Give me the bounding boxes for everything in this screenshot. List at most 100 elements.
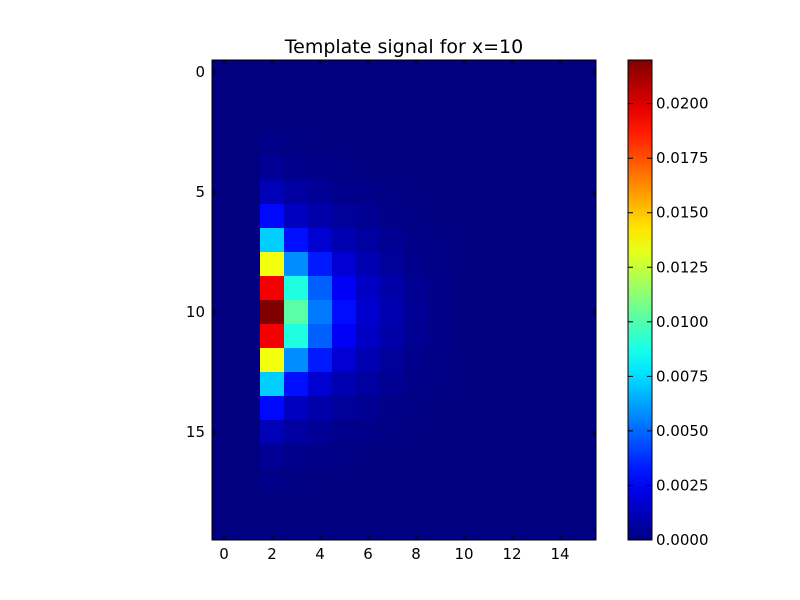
y-tick-label: 0: [195, 63, 205, 81]
heatmap-cell: [308, 300, 333, 325]
heatmap-cell: [476, 444, 501, 469]
heatmap-cell: [548, 132, 573, 157]
heatmap-cell: [212, 252, 237, 277]
heatmap-cell: [284, 276, 309, 301]
heatmap-cell: [452, 276, 477, 301]
heatmap-cell: [452, 300, 477, 325]
heatmap-cell: [260, 204, 285, 229]
heatmap-cell: [332, 132, 357, 157]
heatmap-cell: [548, 420, 573, 445]
heatmap-cell: [284, 60, 309, 85]
heatmap-cell: [284, 396, 309, 421]
heatmap-cell: [380, 108, 405, 133]
heatmap-cell: [212, 324, 237, 349]
heatmap-cell: [476, 276, 501, 301]
heatmap-cell: [572, 516, 597, 541]
heatmap-cell: [548, 276, 573, 301]
heatmap-cell: [524, 420, 549, 445]
heatmap-cells: [212, 60, 597, 541]
heatmap-cell: [500, 180, 525, 205]
heatmap-cell: [404, 468, 429, 493]
heatmap-cell: [476, 348, 501, 373]
heatmap-cell: [524, 276, 549, 301]
heatmap-cell: [212, 228, 237, 253]
colorbar-tick-label: 0.0100: [656, 313, 709, 331]
heatmap-cell: [572, 444, 597, 469]
heatmap-cell: [428, 492, 453, 517]
heatmap-cell: [356, 228, 381, 253]
heatmap-cell: [452, 444, 477, 469]
heatmap-cell: [428, 324, 453, 349]
heatmap-cell: [524, 492, 549, 517]
heatmap-cell: [356, 396, 381, 421]
heatmap-cell: [380, 204, 405, 229]
heatmap-cell: [524, 252, 549, 277]
heatmap-cell: [404, 108, 429, 133]
x-tick-label: 14: [550, 545, 569, 563]
heatmap-cell: [524, 396, 549, 421]
heatmap-cell: [476, 228, 501, 253]
heatmap-cell: [380, 444, 405, 469]
heatmap-cell: [452, 396, 477, 421]
heatmap-cell: [356, 252, 381, 277]
heatmap-cell: [404, 396, 429, 421]
heatmap-cell: [332, 276, 357, 301]
heatmap-cell: [212, 156, 237, 181]
heatmap-cell: [380, 468, 405, 493]
heatmap-cell: [548, 324, 573, 349]
heatmap-cell: [260, 348, 285, 373]
heatmap-cell: [500, 300, 525, 325]
heatmap-cell: [308, 84, 333, 109]
heatmap-cell: [308, 276, 333, 301]
heatmap-cell: [332, 300, 357, 325]
heatmap-cell: [404, 348, 429, 373]
colorbar-tick-label: 0.0175: [656, 149, 709, 167]
heatmap-cell: [260, 468, 285, 493]
heatmap-cell: [380, 228, 405, 253]
heatmap-cell: [428, 300, 453, 325]
heatmap-cell: [284, 204, 309, 229]
x-tick-label: 12: [502, 545, 521, 563]
heatmap-cell: [548, 300, 573, 325]
heatmap-cell: [548, 468, 573, 493]
heatmap-cell: [236, 132, 261, 157]
heatmap-cell: [404, 180, 429, 205]
heatmap-cell: [260, 108, 285, 133]
heatmap-cell: [500, 492, 525, 517]
heatmap-cell: [548, 84, 573, 109]
heatmap-cell: [500, 252, 525, 277]
heatmap-cell: [572, 348, 597, 373]
x-tick-label: 2: [267, 545, 277, 563]
heatmap-cell: [476, 156, 501, 181]
heatmap-cell: [500, 156, 525, 181]
y-tick-label: 15: [186, 423, 205, 441]
heatmap-cell: [500, 276, 525, 301]
heatmap-cell: [524, 132, 549, 157]
heatmap-cell: [524, 180, 549, 205]
colorbar-tick-label: 0.0075: [656, 367, 709, 385]
heatmap-cell: [572, 108, 597, 133]
heatmap-cell: [524, 204, 549, 229]
heatmap-cell: [308, 372, 333, 397]
heatmap-cell: [284, 420, 309, 445]
heatmap-cell: [572, 156, 597, 181]
heatmap-cell: [380, 156, 405, 181]
x-tick-label: 0: [219, 545, 229, 563]
heatmap-cell: [404, 444, 429, 469]
heatmap-cell: [428, 132, 453, 157]
heatmap-cell: [404, 84, 429, 109]
heatmap-cell: [500, 132, 525, 157]
heatmap-cell: [452, 204, 477, 229]
heatmap-cell: [284, 492, 309, 517]
heatmap-cell: [308, 492, 333, 517]
heatmap-cell: [380, 84, 405, 109]
heatmap-cell: [236, 348, 261, 373]
heatmap-cell: [572, 492, 597, 517]
colorbar-tick-label: 0.0200: [656, 95, 709, 113]
heatmap-cell: [212, 492, 237, 517]
heatmap-cell: [548, 348, 573, 373]
heatmap-cell: [452, 492, 477, 517]
heatmap-cell: [548, 372, 573, 397]
heatmap-cell: [476, 420, 501, 445]
heatmap-cell: [572, 84, 597, 109]
